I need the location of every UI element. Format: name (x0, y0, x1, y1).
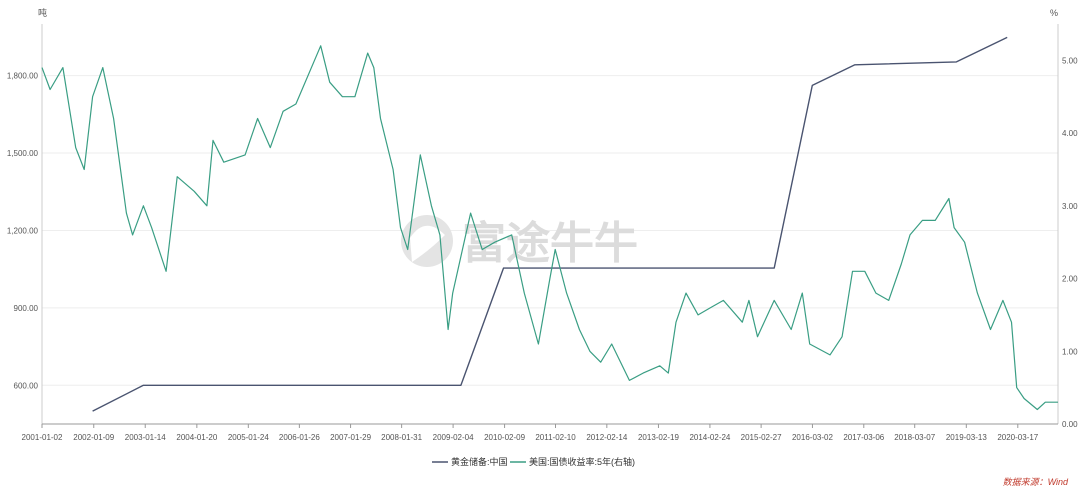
x-tick-label: 2015-02-27 (741, 433, 782, 442)
left-axis-ticks: 600.00 900.00 1,200.00 1,500.00 1,800.00 (7, 72, 39, 391)
x-tick-label: 2004-01-20 (176, 433, 217, 442)
left-tick-label: 1,200.00 (7, 226, 39, 235)
left-tick-label: 600.00 (14, 381, 39, 390)
x-tick-label: 2010-02-09 (484, 433, 525, 442)
series-line-gold-reserve (92, 36, 1008, 412)
left-tick-label: 900.00 (14, 304, 39, 313)
x-tick-label: 2005-01-24 (228, 433, 269, 442)
legend-item-gold-reserve[interactable]: 黄金储备:中国 (432, 456, 508, 467)
x-tick-label: 2013-02-19 (638, 433, 679, 442)
x-tick-label: 2017-03-06 (843, 433, 884, 442)
left-axis-unit: 吨 (38, 7, 47, 18)
watermark-text: 富途牛牛 (462, 218, 638, 269)
series-line-treasury-yield (41, 45, 1058, 411)
x-tick-label: 2014-02-24 (689, 433, 730, 442)
right-tick-label: 4.00 (1062, 129, 1078, 138)
legend-label-treasury-yield: 美国:国债收益率:5年(右轴) (529, 456, 635, 467)
right-axis-unit: % (1050, 8, 1058, 18)
x-tick-label: 2003-01-14 (125, 433, 166, 442)
right-tick-label: 5.00 (1062, 56, 1078, 65)
right-tick-label: 1.00 (1062, 347, 1078, 356)
x-tick-label: 2009-02-04 (433, 433, 474, 442)
watermark-logo-shape-icon (410, 225, 445, 262)
x-tick-label: 2001-01-02 (22, 433, 63, 442)
right-tick-label: 0.00 (1062, 420, 1078, 429)
legend-item-treasury-yield[interactable]: 美国:国债收益率:5年(右轴) (510, 456, 635, 467)
right-tick-label: 3.00 (1062, 202, 1078, 211)
right-axis-ticks: 0.00 1.00 2.00 3.00 4.00 5.00 (1062, 56, 1078, 429)
x-tick-label: 2012-02-14 (586, 433, 627, 442)
x-axis-ticks: 2001-01-02 2002-01-09 2003-01-14 2004-01-20… (22, 424, 1039, 442)
legend-label-gold-reserve: 黄金储备:中国 (451, 456, 508, 467)
x-tick-label: 2018-03-07 (894, 433, 935, 442)
axes (41, 24, 1059, 425)
watermark: 富途牛牛 (401, 215, 638, 269)
left-tick-label: 1,800.00 (7, 72, 39, 81)
x-tick-label: 2002-01-09 (73, 433, 114, 442)
x-tick-label: 2020-03-17 (997, 433, 1038, 442)
x-tick-label: 2011-02-10 (535, 433, 576, 442)
x-tick-label: 2007-01-29 (330, 433, 371, 442)
series-layer (41, 36, 1058, 412)
right-tick-label: 2.00 (1062, 275, 1078, 284)
left-tick-label: 1,500.00 (7, 149, 39, 158)
x-tick-label: 2019-03-13 (946, 433, 987, 442)
source-label: 数据来源：Wind (1003, 477, 1069, 487)
legend: 黄金储备:中国 美国:国债收益率:5年(右轴) (432, 456, 635, 467)
x-tick-label: 2006-01-26 (279, 433, 320, 442)
x-tick-label: 2016-03-02 (792, 433, 833, 442)
x-tick-label: 2008-01-31 (381, 433, 422, 442)
